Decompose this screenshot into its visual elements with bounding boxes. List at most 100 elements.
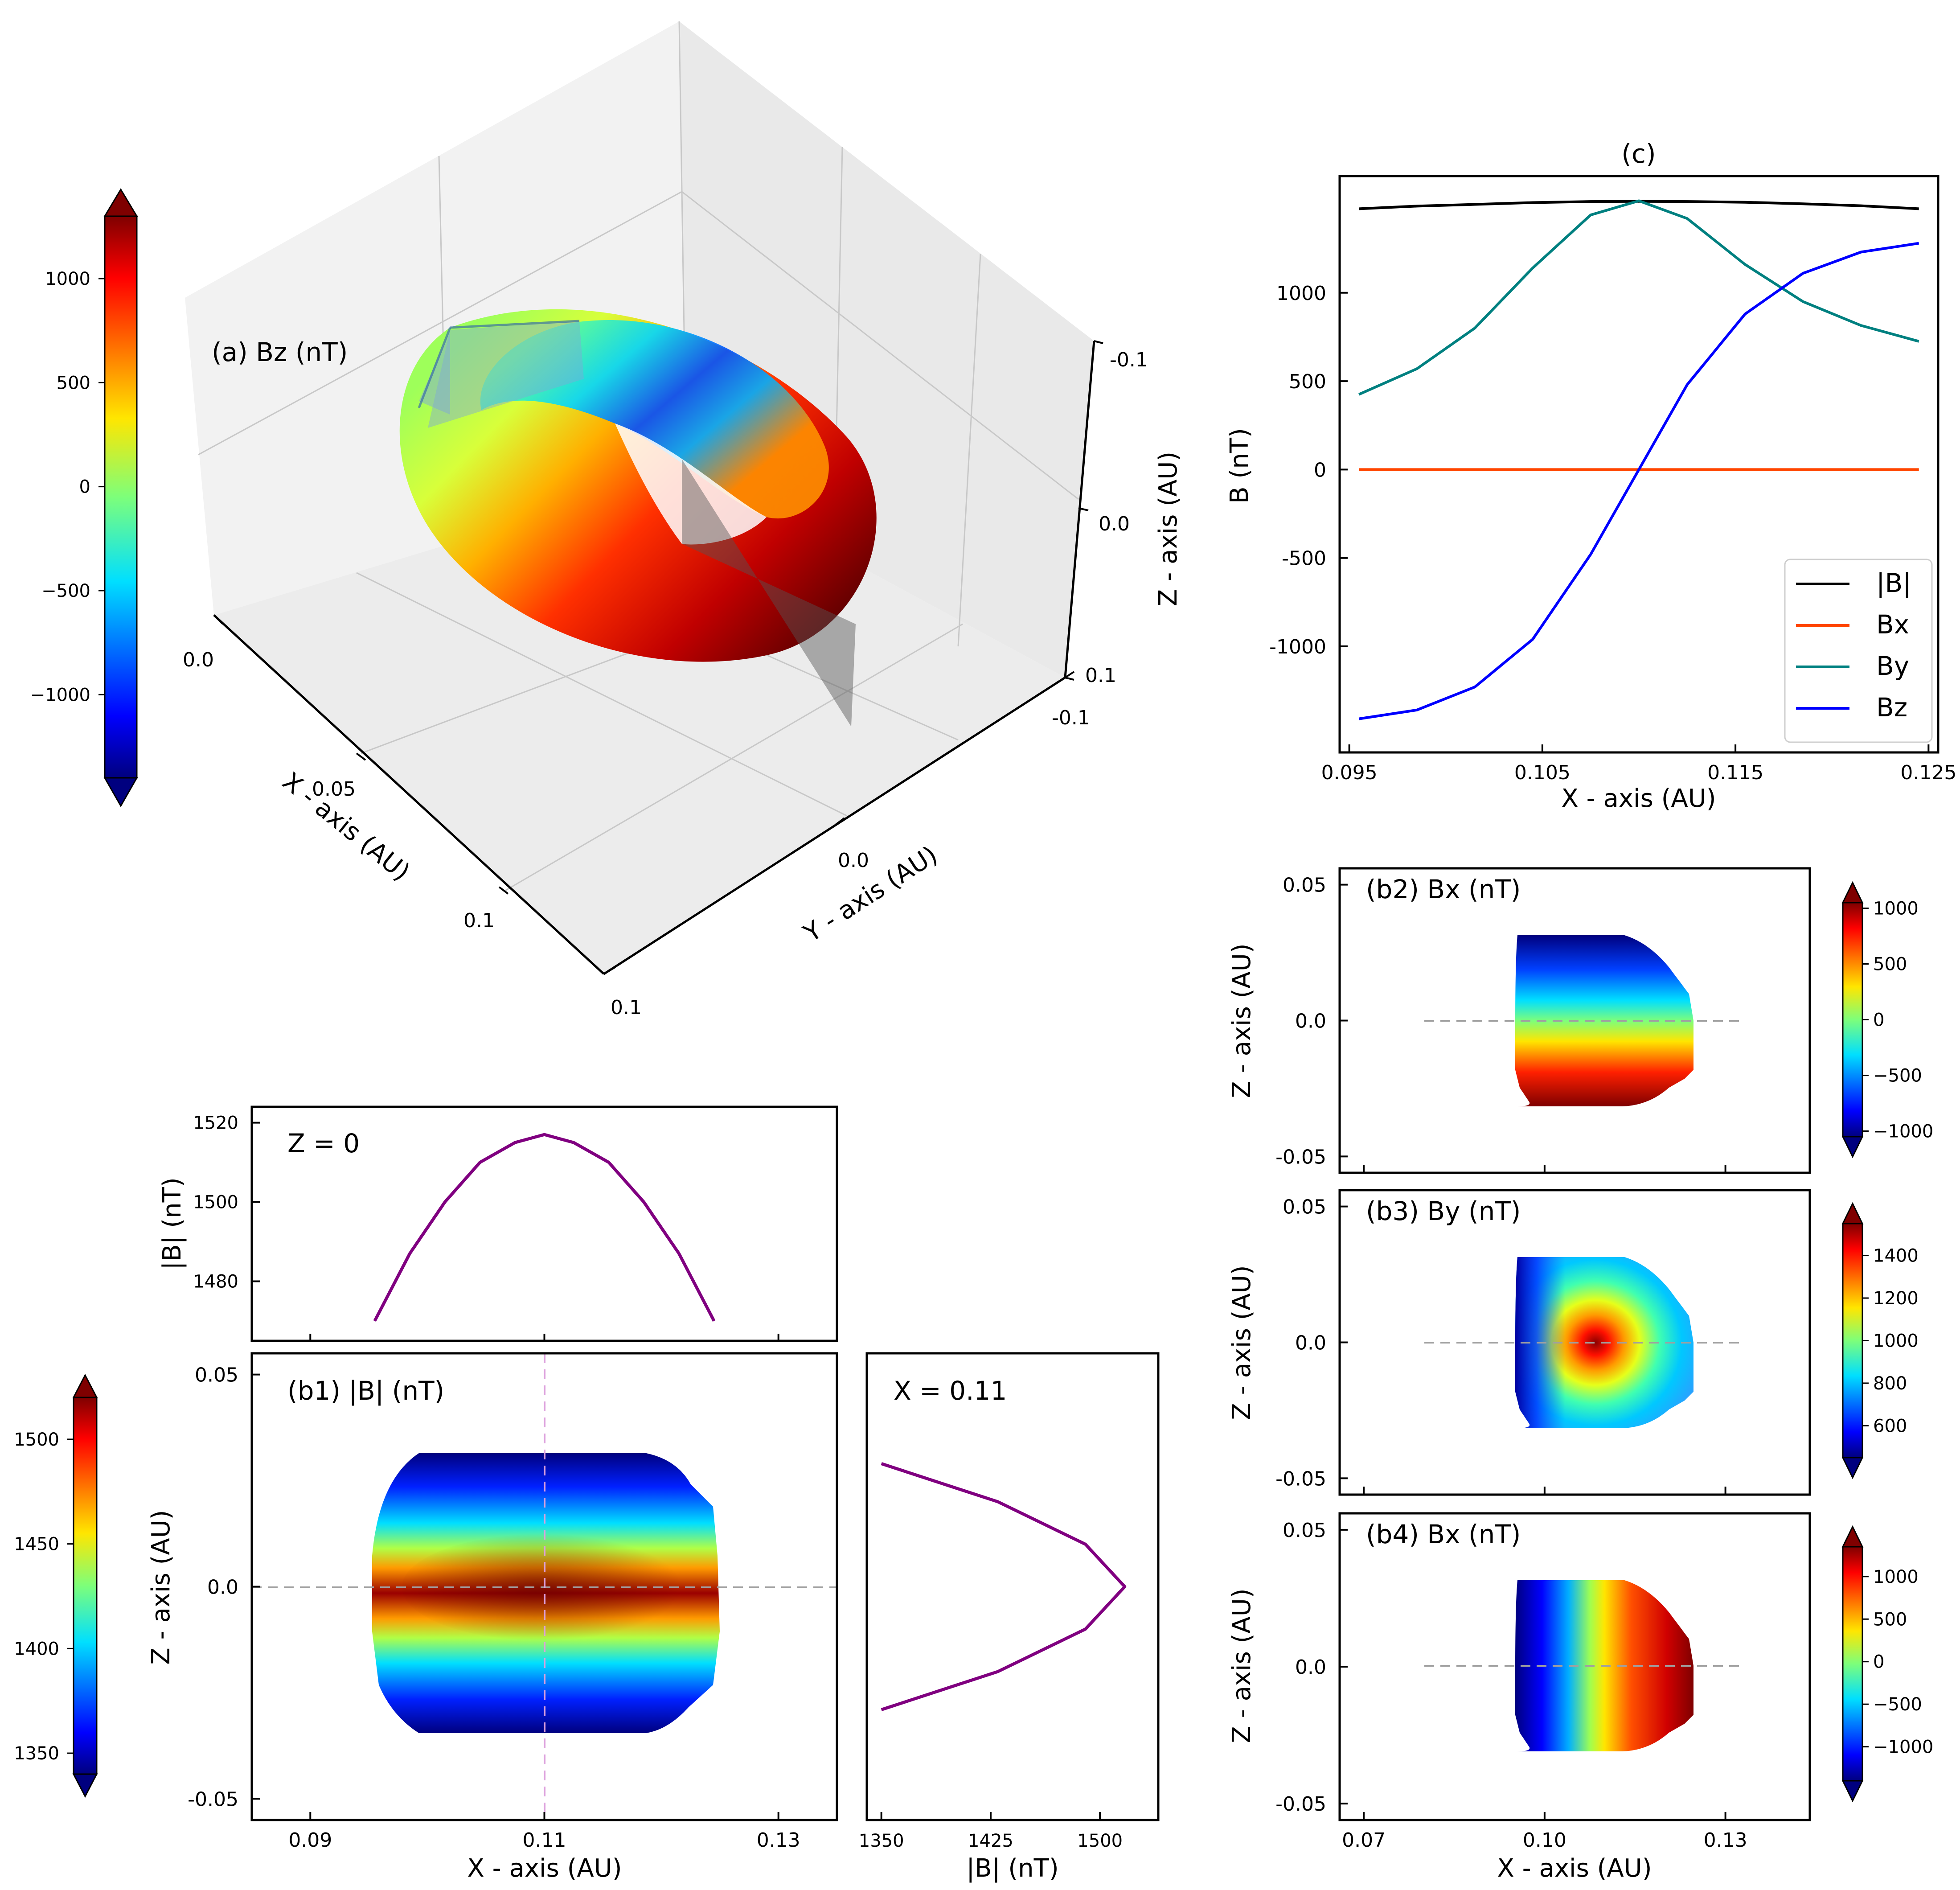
b2-colorbar-extend-top bbox=[1841, 881, 1864, 904]
b2-cbar-ticks-label: −1000 bbox=[1873, 1122, 1933, 1142]
xcut-xtick-label: 1350 bbox=[859, 1831, 904, 1851]
b4-title: (b4) Bx (nT) bbox=[1366, 1519, 1521, 1549]
b3-colorbar-body bbox=[1843, 1224, 1862, 1458]
b1-axes: 0.09 0.11 0.13 0.05 0.0 -0.05 bbox=[188, 1364, 800, 1852]
b2-cbar-ticks-label: 500 bbox=[1873, 954, 1907, 975]
b4-ytick-label: 0.05 bbox=[1283, 1519, 1326, 1542]
b2-ytick-label: -0.05 bbox=[1275, 1146, 1326, 1168]
b4-ytick-label: -0.05 bbox=[1275, 1793, 1326, 1816]
c-series-absB bbox=[1359, 200, 1919, 210]
xcut-xtick-label: 1500 bbox=[1077, 1831, 1123, 1851]
a-xtick-1: 0.05 bbox=[312, 778, 356, 801]
b4-ylabel: Z - axis (AU) bbox=[1227, 1588, 1256, 1743]
b2-ytick-label: 0.0 bbox=[1295, 1010, 1326, 1033]
b4-xlabel: X - axis (AU) bbox=[1497, 1854, 1652, 1883]
b4-colorbar-extend-bottom bbox=[1841, 1780, 1864, 1803]
zcut-label: Z = 0 bbox=[287, 1128, 360, 1159]
a-ztick-2: 0.1 bbox=[1085, 664, 1116, 687]
a-flux-rope bbox=[399, 309, 877, 662]
xcut-xtick-label: 1425 bbox=[968, 1831, 1013, 1851]
c-ytick-label: 1000 bbox=[1276, 282, 1326, 305]
c-ytick-label: -500 bbox=[1282, 547, 1326, 570]
b3-cbar-ticks-label: 600 bbox=[1873, 1416, 1907, 1436]
c-xtick-label: 0.125 bbox=[1900, 761, 1956, 784]
a-ytick-0: 0.1 bbox=[611, 996, 642, 1019]
b4-xtick-label: 0.07 bbox=[1342, 1829, 1386, 1852]
b3-colorbar-extend-top bbox=[1841, 1202, 1864, 1224]
zcut-ytick-label: 1520 bbox=[193, 1113, 238, 1134]
b4-cbar-ticks-label: 500 bbox=[1873, 1609, 1907, 1630]
c-frame bbox=[1338, 175, 1939, 754]
zcut-plot-area bbox=[373, 1133, 716, 1322]
xcut-frame bbox=[865, 1352, 1160, 1821]
a-cbar-ticks-label: 1000 bbox=[45, 269, 90, 289]
xcut-curve bbox=[881, 1462, 1127, 1711]
b1-ytick-label: -0.05 bbox=[188, 1788, 238, 1811]
c-title: (c) bbox=[1621, 139, 1656, 169]
c-ytick-label: 500 bbox=[1289, 370, 1326, 393]
b4-axes: 0.05 0.0 -0.05 0.07 0.10 0.13 bbox=[1275, 1519, 1747, 1852]
panel-b4: 0.05 0.0 -0.05 0.07 0.10 0.13 (b4) Bx (nT) X … bbox=[1227, 1512, 1933, 1883]
legend-label-By: By bbox=[1876, 651, 1909, 681]
b2-colorbar: 1000 500 0 −500 −1000 bbox=[1841, 881, 1933, 1159]
a-cut-plane bbox=[682, 459, 856, 727]
b3-colorbar-extend-bottom bbox=[1841, 1457, 1864, 1479]
c-series-Bz bbox=[1358, 242, 1919, 720]
c-xtick-label: 0.105 bbox=[1514, 761, 1570, 784]
b1-cbar-ticks-label: 1400 bbox=[14, 1639, 59, 1659]
a-cbar-ticks-label: 500 bbox=[57, 373, 90, 393]
xcut-plot-area bbox=[881, 1462, 1127, 1711]
panel-b1: 0.09 0.11 0.13 0.05 0.0 -0.05 (b1) |B| (nT) X… bbox=[14, 1352, 838, 1883]
a-colorbar: 1000 500 0 −500 −1000 bbox=[30, 188, 138, 808]
a-tick-marks bbox=[213, 340, 1103, 975]
legend-label-Bx: Bx bbox=[1876, 609, 1909, 640]
a-ztick-0: -0.1 bbox=[1110, 349, 1148, 371]
zcut-axes: 1520 1500 1480 bbox=[193, 1113, 779, 1341]
a-leg-right bbox=[428, 321, 584, 428]
b1-xtick-label: 0.11 bbox=[523, 1829, 566, 1852]
c-axes: 0.095 0.105 0.115 0.125 1000 500 0 -500 -1000 bbox=[1269, 282, 1956, 784]
panel-zcut: 1520 1500 1480 Z = 0 |B| (nT) bbox=[158, 1105, 838, 1342]
b1-ylabel: Z - axis (AU) bbox=[147, 1510, 176, 1664]
b2-ylabel: Z - axis (AU) bbox=[1227, 943, 1256, 1098]
a-floor-pane bbox=[214, 472, 1065, 974]
zcut-ytick-label: 1480 bbox=[193, 1272, 238, 1292]
xcut-axes: 1350 1425 1500 bbox=[859, 1812, 1123, 1851]
b1-ytick-label: 0.0 bbox=[207, 1576, 238, 1599]
b3-colorbar: 1400 1200 1000 800 600 bbox=[1841, 1202, 1919, 1479]
zcut-ylabel: |B| (nT) bbox=[158, 1177, 187, 1270]
legend-label-Bz: Bz bbox=[1876, 692, 1907, 723]
b4-colorbar: 1000 500 0 −500 −1000 bbox=[1841, 1525, 1933, 1803]
b2-cbar-ticks-label: 0 bbox=[1873, 1010, 1884, 1031]
b4-xtick-label: 0.13 bbox=[1704, 1829, 1747, 1852]
b3-ytick-label: 0.0 bbox=[1295, 1332, 1326, 1355]
b1-cbar-ticks-label: 1450 bbox=[14, 1534, 59, 1555]
c-xlabel: X - axis (AU) bbox=[1561, 784, 1716, 813]
b1-xtick-label: 0.09 bbox=[288, 1829, 332, 1852]
zcut-ytick-label: 1500 bbox=[193, 1192, 238, 1213]
c-ytick-label: 0 bbox=[1314, 459, 1326, 481]
a-title: (a) Bz (nT) bbox=[212, 337, 348, 367]
a-ylabel: Y - axis (AU) bbox=[798, 840, 943, 948]
a-xtick-2: 0.1 bbox=[463, 909, 495, 932]
b1-ytick-label: 0.05 bbox=[195, 1364, 238, 1387]
b4-cbar-ticks-label: −500 bbox=[1873, 1694, 1922, 1715]
xcut-label: X = 0.11 bbox=[894, 1376, 1007, 1406]
b1-title: (b1) |B| (nT) bbox=[287, 1376, 444, 1406]
a-colorbar-extend-top bbox=[103, 188, 138, 217]
b3-axes: 0.05 0.0 -0.05 bbox=[1275, 1196, 1726, 1495]
a-leg-left bbox=[419, 330, 450, 415]
b3-title: (b3) By (nT) bbox=[1366, 1196, 1521, 1226]
b2-axes: 0.05 0.0 -0.05 bbox=[1275, 874, 1726, 1173]
panel-xcut: 1350 1425 1500 X = 0.11 |B| (nT) bbox=[859, 1352, 1160, 1883]
b3-cbar-ticks-label: 1200 bbox=[1873, 1288, 1919, 1309]
c-legend-box bbox=[1784, 559, 1933, 743]
a-colorbar-extend-bottom bbox=[103, 777, 138, 808]
c-ytick-label: -1000 bbox=[1269, 636, 1326, 658]
b3-ytick-label: -0.05 bbox=[1275, 1467, 1326, 1490]
b1-colorbar-body bbox=[74, 1397, 97, 1774]
b2-colorbar-body bbox=[1843, 903, 1862, 1137]
xcut-xlabel: |B| (nT) bbox=[966, 1854, 1058, 1883]
b4-ytick-label: 0.0 bbox=[1295, 1656, 1326, 1679]
